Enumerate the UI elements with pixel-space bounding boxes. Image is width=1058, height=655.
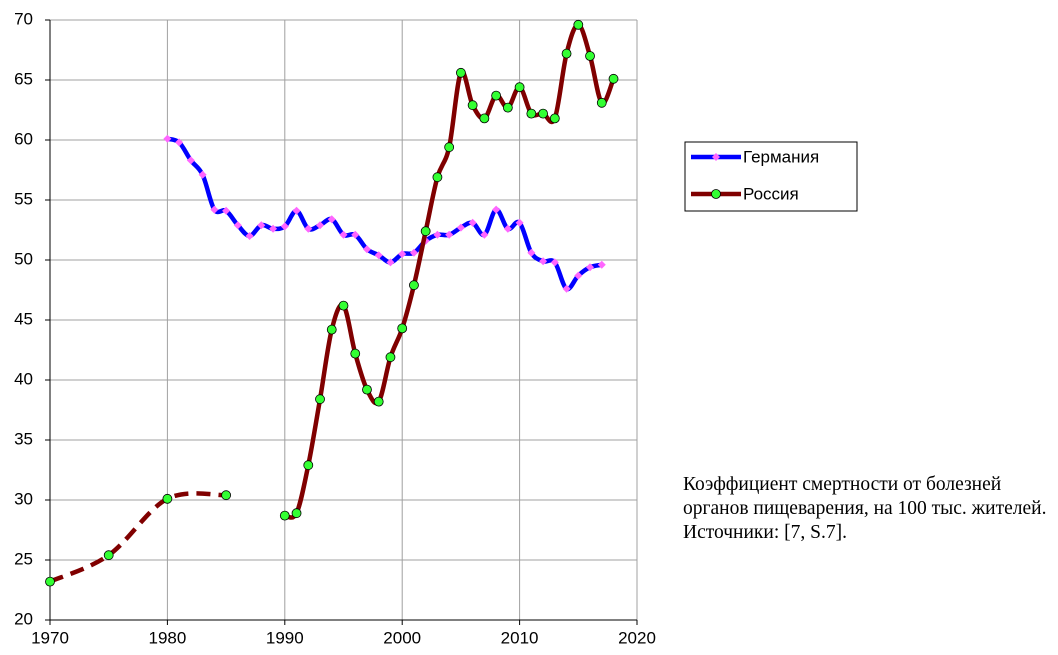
y-tick-label: 35 (14, 429, 33, 448)
legend-label: Германия (743, 147, 819, 166)
marker (445, 230, 454, 239)
note: Коэффициент смертности от болезней орган… (683, 474, 1047, 543)
marker (257, 221, 266, 230)
marker (279, 510, 290, 521)
marker (397, 323, 408, 334)
marker (420, 226, 431, 237)
y-tick-label: 20 (14, 609, 33, 628)
marker (186, 156, 195, 165)
y-tick-label: 55 (14, 189, 33, 208)
marker (479, 113, 490, 124)
marker (562, 284, 571, 293)
marker (362, 245, 371, 254)
marker (315, 394, 325, 405)
marker (303, 460, 314, 471)
marker (339, 230, 348, 239)
marker (45, 576, 55, 587)
marker (163, 134, 172, 143)
marker (304, 224, 313, 233)
marker (539, 257, 548, 266)
y-tick-label: 40 (14, 369, 33, 388)
marker (491, 90, 502, 101)
marker (198, 170, 207, 179)
marker (468, 218, 477, 227)
marker (373, 396, 384, 407)
y-tick-label: 65 (14, 69, 33, 88)
marker (327, 215, 336, 224)
marker (103, 550, 114, 561)
marker (385, 352, 396, 363)
legend-box (684, 141, 858, 212)
marker (608, 73, 619, 84)
marker (350, 348, 361, 359)
marker (409, 248, 418, 257)
marker (586, 263, 595, 272)
marker (561, 48, 572, 59)
marker (374, 251, 383, 260)
marker (467, 100, 478, 111)
marker (549, 113, 560, 124)
marker (221, 490, 232, 501)
marker (291, 508, 302, 519)
marker (574, 271, 583, 280)
marker (316, 221, 325, 230)
marker (492, 205, 501, 214)
marker (175, 138, 184, 147)
x-tick-label: 2020 (618, 628, 656, 647)
marker (712, 153, 720, 161)
marker (409, 280, 419, 291)
x-tick-label: 2000 (383, 628, 421, 647)
marker (480, 230, 489, 239)
marker (292, 206, 301, 215)
marker (362, 384, 372, 395)
legend-label: Россия (743, 184, 799, 203)
y-tick-label: 45 (14, 309, 33, 328)
marker (433, 230, 442, 239)
y-tick-label: 50 (14, 249, 33, 268)
marker (269, 224, 278, 233)
marker (233, 221, 242, 230)
marker (585, 51, 595, 61)
marker (222, 206, 231, 215)
marker (432, 172, 443, 183)
marker (503, 224, 512, 233)
marker (326, 324, 337, 335)
series-line (284, 22, 616, 520)
marker (597, 260, 606, 269)
y-tick-label: 70 (14, 9, 33, 28)
marker (386, 258, 395, 267)
marker (444, 142, 455, 153)
marker (515, 218, 524, 227)
marker (210, 205, 219, 214)
marker (550, 258, 559, 267)
marker (338, 300, 349, 311)
marker (573, 19, 584, 30)
marker (538, 108, 548, 119)
marker (596, 97, 607, 108)
marker (514, 82, 525, 93)
marker (398, 250, 407, 258)
marker (280, 222, 289, 231)
marker (455, 67, 466, 78)
y-tick-label: 60 (14, 129, 33, 148)
y-tick-label: 25 (14, 549, 33, 568)
x-tick-label: 1980 (148, 628, 186, 647)
marker (245, 232, 254, 240)
x-tick-label: 2010 (501, 628, 539, 647)
marker (162, 493, 173, 504)
marker (502, 102, 513, 113)
x-tick-label: 1970 (31, 628, 69, 647)
marker (456, 223, 465, 232)
marker (711, 189, 721, 199)
marker (351, 230, 360, 239)
y-tick-label: 30 (14, 489, 33, 508)
marker (527, 248, 536, 257)
marker (526, 108, 537, 119)
x-tick-label: 1990 (266, 628, 304, 647)
series-line (166, 136, 603, 292)
series-line (49, 491, 227, 584)
